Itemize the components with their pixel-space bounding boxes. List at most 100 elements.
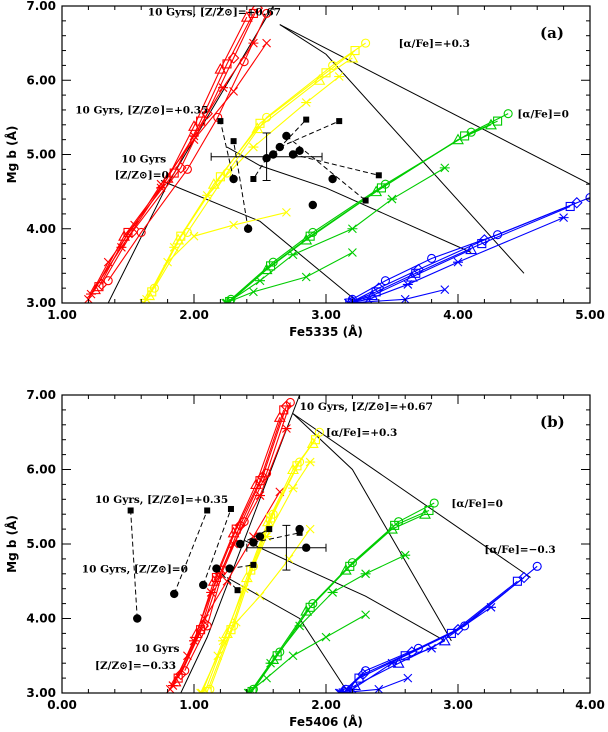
galaxy-circle-point	[328, 174, 337, 184]
model-track-line	[250, 513, 426, 693]
galaxy-square-point	[204, 507, 211, 514]
model-marker-diamond	[412, 263, 425, 276]
model-marker-square	[460, 131, 470, 141]
galaxy-connector	[130, 510, 138, 619]
model-marker-star	[169, 242, 180, 252]
model-marker-star	[305, 457, 316, 467]
x-tick-label: 2.00	[311, 698, 341, 712]
model-marker-x	[301, 272, 311, 282]
model-track-line	[169, 491, 281, 690]
model-grid-line	[226, 577, 347, 690]
model-marker-square	[512, 576, 522, 586]
model-marker-x	[183, 651, 192, 661]
model-marker-star	[402, 280, 413, 289]
model-track-line	[252, 502, 435, 690]
model-marker-star	[360, 569, 371, 579]
model-marker-star	[439, 163, 450, 173]
model-marker-square	[477, 239, 487, 249]
model-marker-x	[103, 257, 113, 267]
model-marker-square	[446, 628, 456, 638]
model-marker-star	[335, 688, 346, 693]
annotation-label: [α/Fe]=−0.3	[484, 544, 555, 556]
model-marker-x	[249, 287, 258, 297]
model-marker-x	[213, 651, 223, 661]
model-marker-star	[387, 658, 397, 668]
model-marker-triangle	[261, 515, 274, 527]
model-grid-line	[292, 413, 531, 578]
galaxy-connector	[233, 141, 249, 229]
model-marker-square	[272, 651, 282, 661]
model-marker-star	[265, 658, 276, 668]
model-track-line	[172, 428, 287, 686]
galaxy-square-point	[266, 526, 273, 533]
annotation-label: [α/Fe]=+0.3	[326, 427, 397, 439]
galaxy-connector	[239, 528, 270, 545]
model-marker-x	[361, 610, 370, 620]
model-marker-diamond	[373, 282, 385, 294]
error-bar	[210, 132, 323, 181]
model-marker-x	[344, 298, 353, 303]
annotation-label: 10 Gyrs, [Z/Z⊙]=+0.35	[75, 105, 208, 117]
galaxy-connector	[286, 135, 366, 201]
galaxy-square-point	[303, 116, 310, 123]
galaxy-circle-point	[255, 532, 265, 541]
model-marker-x	[196, 688, 205, 693]
y-axis-title: Mg b (Å)	[4, 126, 19, 184]
galaxy-connector	[202, 508, 232, 586]
model-marker-square	[493, 116, 503, 126]
model-marker-triangle	[419, 508, 431, 519]
model-marker-triangle	[300, 233, 313, 245]
y-tick-label: 6.00	[26, 463, 56, 477]
galaxy-square-point	[336, 118, 343, 125]
model-marker-x	[305, 524, 315, 534]
model-marker-star	[558, 213, 569, 223]
galaxy-points	[217, 116, 382, 233]
model-marker-diamond	[280, 400, 293, 412]
y-tick-label: 6.00	[26, 73, 56, 87]
x-tick-label: 4.00	[575, 698, 605, 712]
galaxy-circle-point	[282, 131, 291, 141]
annotation-label: 10 Gyrs	[135, 643, 180, 655]
model-marker-x	[156, 179, 166, 189]
galaxy-square-point	[375, 172, 382, 179]
model-marker-star	[334, 72, 345, 81]
model-marker-star	[116, 242, 127, 252]
galaxy-square-point	[250, 561, 257, 568]
y-tick-label: 3.00	[26, 296, 56, 310]
annotation-label: 10 Gyrs	[121, 154, 166, 166]
model-marker-square	[255, 476, 265, 486]
galaxy-circle-point	[269, 150, 278, 159]
model-marker-triangle	[452, 133, 464, 145]
model-track-line	[101, 7, 258, 285]
model-marker-star	[218, 83, 229, 93]
model-marker-square	[226, 625, 236, 635]
model-grid-line	[292, 413, 452, 642]
galaxy-square-point	[230, 138, 237, 145]
model-marker-x	[130, 220, 139, 230]
model-marker-x	[321, 632, 331, 642]
x-tick-label: 1.00	[47, 308, 77, 322]
model-marker-star	[347, 224, 358, 234]
plot-area	[127, 395, 542, 693]
model-marker-circle	[262, 8, 272, 18]
model-marker-triangle	[386, 522, 398, 534]
model-marker-star	[222, 298, 232, 303]
annotation-label: 10 Gyrs, [Z/Z⊙]=0	[82, 563, 188, 575]
galaxy-points	[127, 505, 311, 623]
model-marker-star	[281, 424, 292, 433]
galaxy-connector	[292, 154, 379, 176]
y-tick-label: 4.00	[26, 612, 56, 626]
model-marker-triangle	[346, 51, 359, 63]
model-marker-triangle	[251, 122, 264, 134]
galaxy-square-point	[127, 507, 134, 514]
model-track-group	[196, 427, 324, 693]
model-marker-square	[248, 8, 258, 18]
model-marker-circle	[182, 164, 192, 174]
model-grid-line	[279, 24, 525, 274]
x-tick-label: 2.00	[179, 308, 209, 322]
model-track-line	[204, 443, 314, 693]
model-marker-triangle	[300, 604, 313, 616]
model-marker-diamond	[478, 234, 491, 246]
model-track-group	[84, 6, 272, 303]
galaxy-circle-point	[229, 174, 238, 184]
